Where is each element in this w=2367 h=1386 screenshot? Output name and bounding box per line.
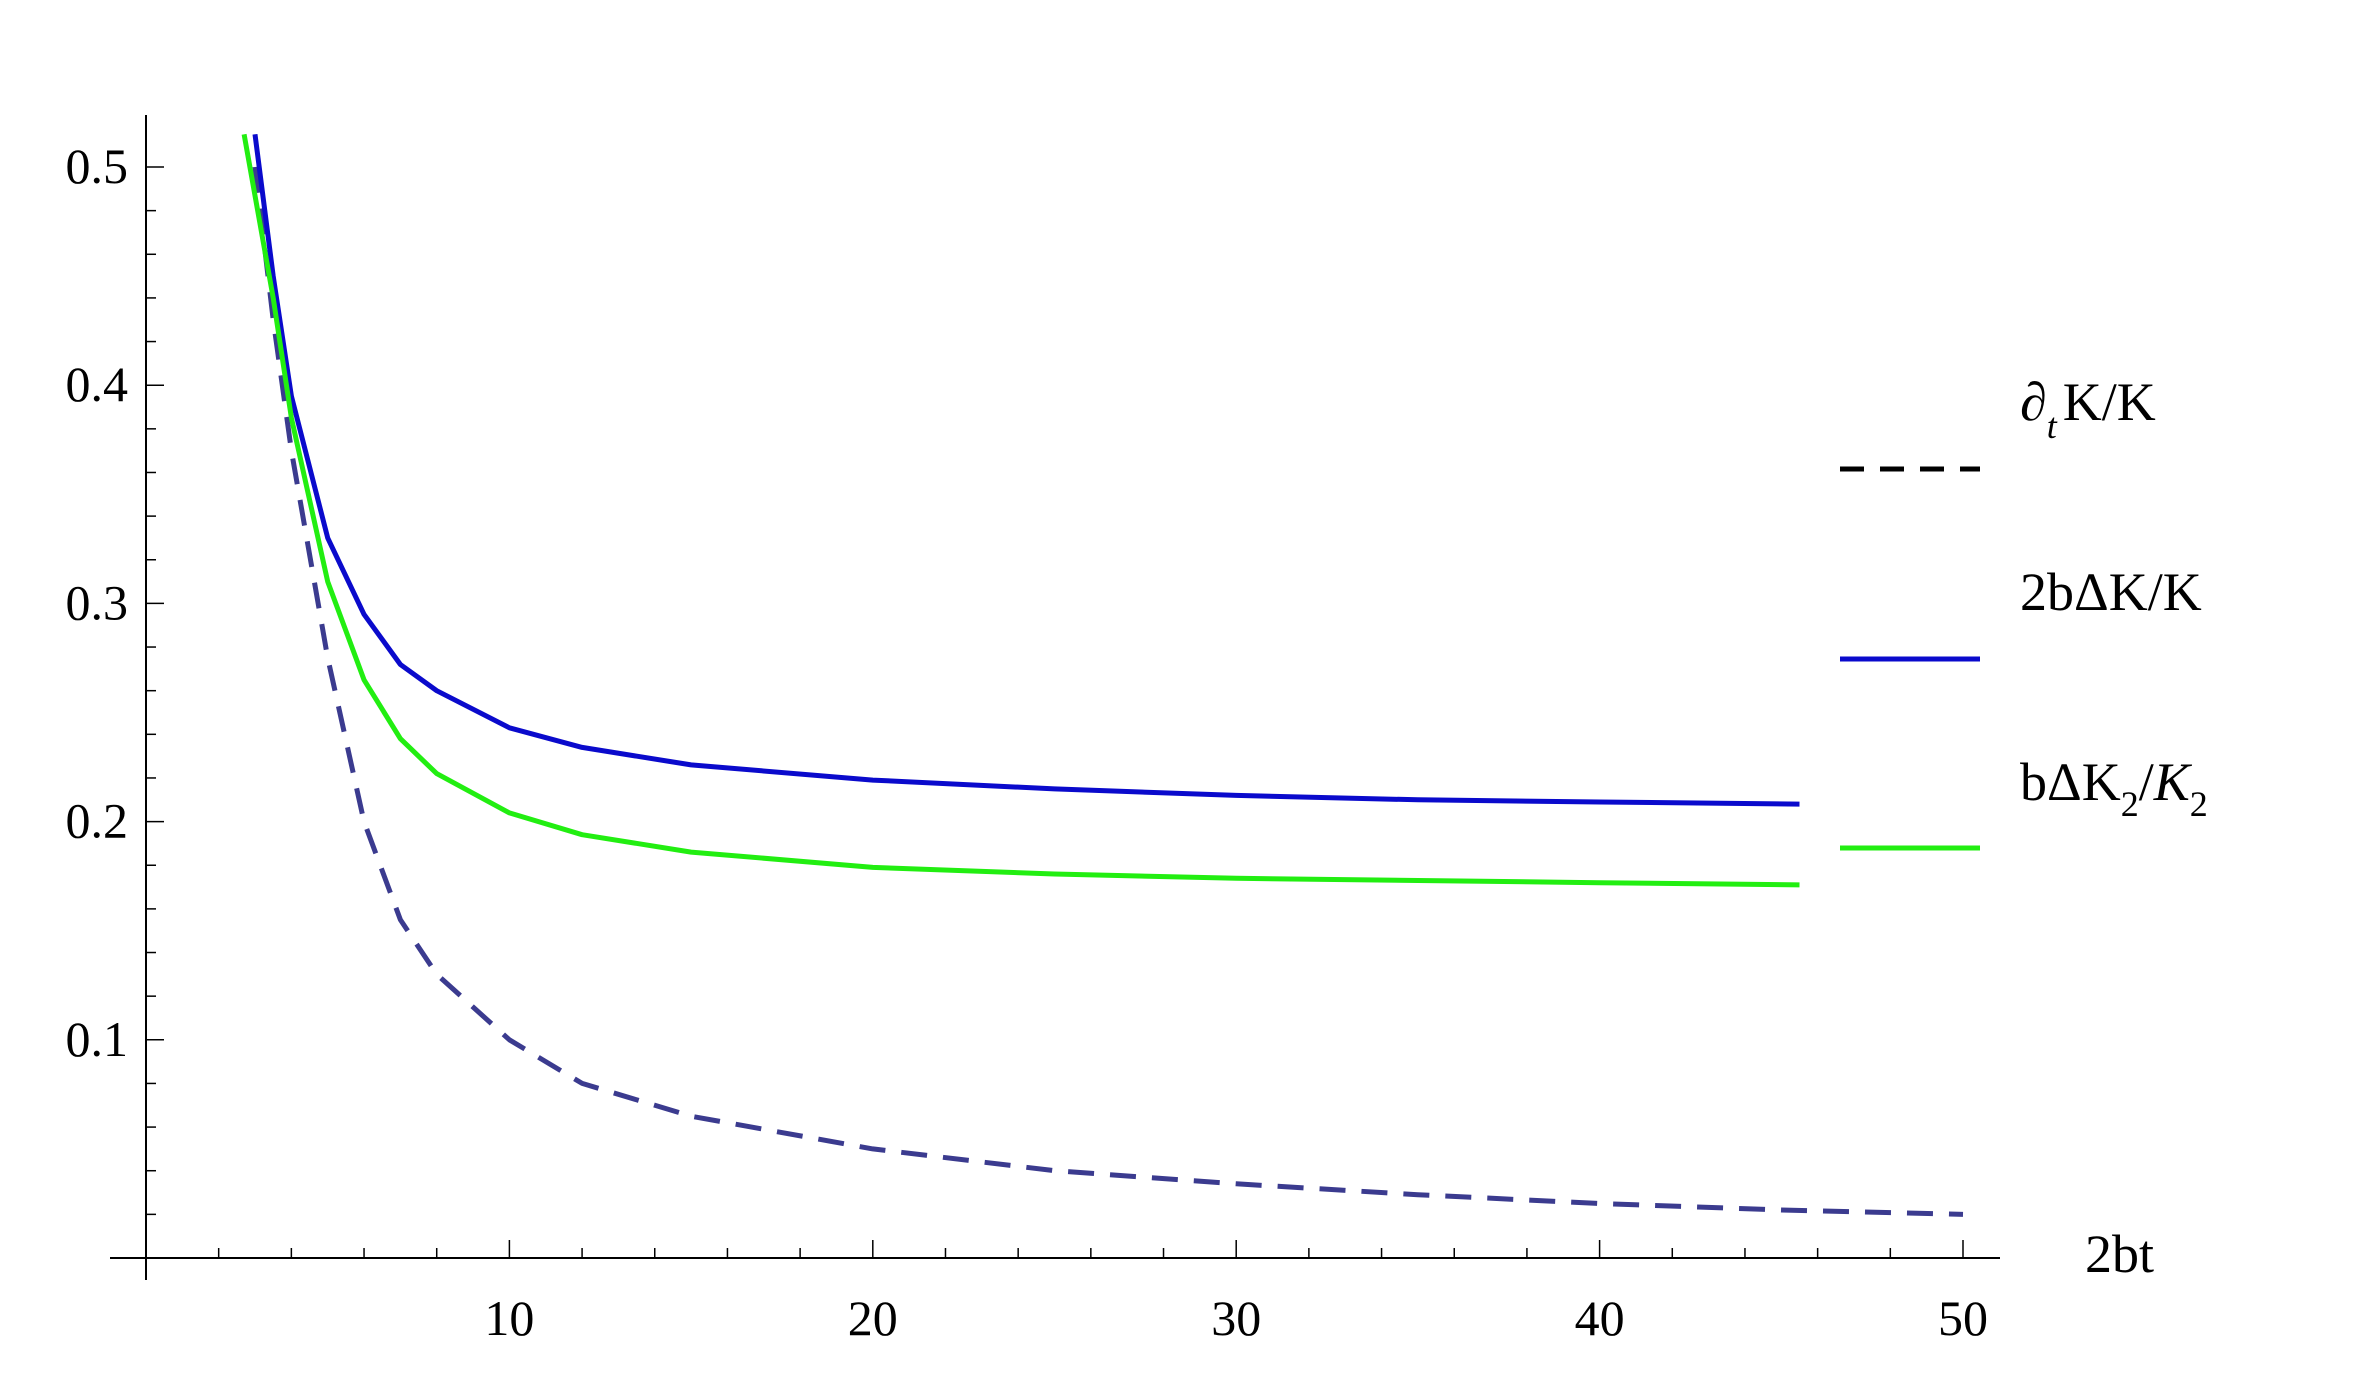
legend: ∂t K/K 2bΔK/K bΔK2/K2 <box>1840 372 2208 851</box>
axes: 10 20 30 40 50 0.1 0.2 0.3 0.4 0.5 2bt <box>66 115 2154 1346</box>
legend-partial-symbol: ∂ <box>2020 372 2047 432</box>
x-tick-label: 20 <box>848 1290 898 1346</box>
y-ticks: 0.1 0.2 0.3 0.4 0.5 <box>66 138 164 1216</box>
legend-sub-2a: 2 <box>2121 784 2139 824</box>
x-tick-label: 10 <box>484 1290 534 1346</box>
x-ticks: 10 20 30 40 50 <box>217 1240 1988 1346</box>
legend-b-dk: bΔK <box>2020 752 2121 812</box>
legend-item-b-dk2: bΔK2/K2 <box>1840 752 2208 851</box>
x-tick-label: 50 <box>1938 1290 1988 1346</box>
y-tick-label: 0.3 <box>66 574 129 630</box>
series-line-0 <box>252 166 1964 1217</box>
x-tick-label: 40 <box>1575 1290 1625 1346</box>
legend-sub-2b: 2 <box>2190 784 2208 824</box>
legend-label-b-dk2: bΔK2/K2 <box>2020 752 2208 824</box>
legend-item-2b-dk: 2bΔK/K <box>1840 562 2202 662</box>
y-tick-label: 0.5 <box>66 138 129 194</box>
x-axis-title: 2bt <box>2085 1224 2154 1284</box>
legend-slash: / <box>2139 752 2154 812</box>
legend-label-dt-k: ∂t K/K <box>2020 372 2156 446</box>
series-line-2 <box>241 133 1800 888</box>
legend-label-2b-dk: 2bΔK/K <box>2020 562 2202 622</box>
legend-k-italic: K <box>2153 752 2193 812</box>
legend-item-dt-k: ∂t K/K <box>1840 372 2156 472</box>
y-tick-label: 0.4 <box>66 356 129 412</box>
series-line-1 <box>252 133 1800 807</box>
series-layer <box>241 133 1964 1217</box>
x-tick-label: 30 <box>1211 1290 1261 1346</box>
legend-sub-t: t <box>2047 406 2058 446</box>
y-tick-label: 0.2 <box>66 793 129 849</box>
legend-rest: K/K <box>2063 372 2156 432</box>
y-tick-label: 0.1 <box>66 1011 129 1067</box>
